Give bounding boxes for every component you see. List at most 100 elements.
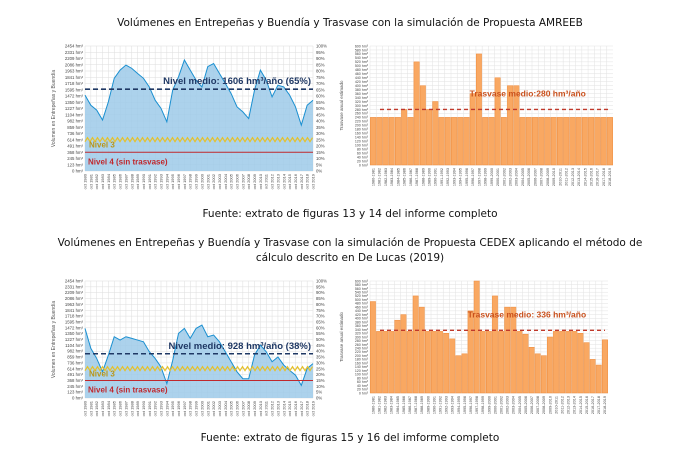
transfer-bar bbox=[419, 85, 427, 166]
x-tick-label: 1989-1990 bbox=[427, 168, 431, 186]
x-tick-label: oct 1994 bbox=[164, 173, 169, 189]
x-tick-label: oct 1981 bbox=[88, 173, 93, 189]
x-tick-label: oct 1980 bbox=[83, 173, 88, 189]
transfer-bar bbox=[482, 117, 489, 166]
y-tick-label: 368 hm³ bbox=[67, 378, 83, 383]
y-axis-title: Trasvase anual estimado bbox=[339, 80, 344, 131]
transfer-bar bbox=[547, 336, 554, 394]
y2-tick-label: 50% bbox=[316, 337, 325, 342]
x-tick-label: 2015-2016 bbox=[589, 168, 593, 186]
y2-tick-label: 60% bbox=[316, 325, 325, 330]
x-tick-label: 1986-1987 bbox=[408, 396, 412, 414]
nivel3-line bbox=[84, 136, 314, 143]
x-tick-label: 1981-1982 bbox=[378, 168, 382, 186]
transfer-bar bbox=[394, 319, 401, 394]
section2-caption: Fuente: extrato de figuras 15 y 16 del i… bbox=[200, 432, 500, 444]
mean-volume-label: Nivel medio: 1606 hm³/año (65%) bbox=[163, 76, 311, 87]
x-tick-label: 1991-1992 bbox=[440, 168, 444, 186]
transfer-bar bbox=[413, 61, 420, 166]
x-tick-label: oct 2004 bbox=[223, 400, 228, 416]
y2-tick-label: 70% bbox=[316, 81, 325, 86]
x-tick-label: 2011-2012 bbox=[565, 168, 569, 186]
transfer-bar bbox=[534, 353, 541, 394]
transfer-bar bbox=[565, 331, 572, 394]
transfer-bar bbox=[444, 117, 451, 166]
y-tick-label: 1350 hm³ bbox=[65, 331, 84, 336]
y-tick-label: 440 hm³ bbox=[355, 309, 369, 313]
x-tick-label: oct 1983 bbox=[100, 400, 105, 416]
transfer-bar bbox=[492, 295, 499, 394]
transfer-bar bbox=[600, 117, 607, 166]
y2-tick-label: 55% bbox=[316, 331, 325, 336]
x-tick-label: 1990-1991 bbox=[432, 396, 436, 414]
x-tick-label: 2008-2009 bbox=[546, 168, 550, 186]
y2-tick-label: 5% bbox=[316, 390, 322, 395]
y2-tick-label: 40% bbox=[316, 119, 325, 124]
y2-tick-label: 85% bbox=[316, 296, 325, 301]
x-tick-label: 2002-2003 bbox=[508, 168, 512, 186]
transfer-bar bbox=[589, 359, 596, 394]
transfer-bar bbox=[432, 101, 439, 166]
x-tick-label: 1988-1989 bbox=[421, 168, 425, 186]
x-tick-label: 1996-1997 bbox=[471, 168, 475, 186]
x-tick-label: oct 2015 bbox=[287, 173, 292, 189]
x-tick-label: oct 1991 bbox=[147, 173, 152, 189]
x-tick-label: 2018-2019 bbox=[603, 396, 607, 414]
y-tick-label: 400 hm³ bbox=[355, 84, 369, 88]
y2-tick-label: 15% bbox=[316, 378, 325, 383]
y-tick-label: 1104 hm³ bbox=[65, 112, 83, 117]
x-tick-label: 2004-2005 bbox=[521, 168, 525, 186]
y-tick-label: 491 hm³ bbox=[67, 144, 83, 149]
x-tick-label: 2010-2011 bbox=[558, 168, 562, 186]
x-tick-label: oct 2018 bbox=[305, 173, 310, 189]
x-tick-label: oct 2002 bbox=[211, 173, 216, 189]
x-tick-label: 2006-2007 bbox=[530, 396, 534, 414]
y2-tick-label: 95% bbox=[316, 50, 325, 55]
transfer-bar bbox=[494, 77, 501, 166]
x-tick-label: oct 2004 bbox=[223, 173, 228, 189]
y-tick-label: 60 hm³ bbox=[357, 151, 369, 155]
y-tick-label: 859 hm³ bbox=[67, 125, 83, 130]
y-tick-label: 0 hm³ bbox=[359, 391, 369, 395]
x-tick-label: 1996-1997 bbox=[469, 396, 473, 414]
y-tick-label: 1472 hm³ bbox=[65, 94, 84, 99]
y-tick-label: 560 hm³ bbox=[355, 287, 369, 291]
x-tick-label: 1986-1987 bbox=[409, 168, 413, 186]
transfer-bar bbox=[382, 117, 389, 166]
x-tick-label: 1991-1992 bbox=[438, 396, 442, 414]
y-tick-label: 480 hm³ bbox=[355, 68, 369, 72]
y2-tick-label: 20% bbox=[316, 372, 325, 377]
mean-transfer-label: Trasvase medio: 336 hm³/año bbox=[468, 309, 587, 319]
y-tick-label: 982 hm³ bbox=[67, 119, 83, 124]
x-tick-label: oct 2017 bbox=[299, 173, 304, 189]
x-tick-label: oct 1985 bbox=[112, 400, 117, 416]
y-tick-label: 80 hm³ bbox=[357, 147, 369, 151]
y-tick-label: 736 hm³ bbox=[67, 131, 83, 136]
x-tick-label: 2017-2018 bbox=[597, 396, 601, 414]
y-tick-label: 1718 hm³ bbox=[65, 314, 84, 319]
x-tick-label: oct 1985 bbox=[112, 173, 117, 189]
section2-title-line2: cálculo descrito en De Lucas (2019) bbox=[255, 252, 445, 264]
y-tick-label: 480 hm³ bbox=[355, 302, 369, 306]
y2-tick-label: 90% bbox=[316, 56, 325, 61]
y-tick-label: 140 hm³ bbox=[355, 365, 369, 369]
y-tick-label: 460 hm³ bbox=[355, 305, 369, 309]
x-tick-label: oct 2012 bbox=[270, 173, 275, 189]
y-tick-label: 20 hm³ bbox=[357, 159, 369, 163]
transfer-bar bbox=[563, 117, 570, 166]
mean-transfer-label: Trasvase medio:280 hm³/año bbox=[470, 88, 586, 98]
volume-area bbox=[85, 325, 313, 398]
y-tick-label: 1227 hm³ bbox=[65, 337, 84, 342]
x-tick-label: oct 2010 bbox=[258, 173, 263, 189]
x-tick-label: oct 1996 bbox=[176, 173, 181, 189]
transfer-bar bbox=[594, 117, 601, 166]
y-tick-label: 60 hm³ bbox=[357, 380, 369, 384]
transfer-bar bbox=[400, 314, 407, 394]
y-tick-label: 0 hm³ bbox=[72, 169, 84, 174]
transfer-bar bbox=[510, 306, 517, 394]
transfer-bar bbox=[401, 109, 408, 166]
y2-tick-label: 60% bbox=[316, 94, 325, 99]
y-tick-label: 420 hm³ bbox=[355, 80, 369, 84]
x-tick-label: 1988-1989 bbox=[420, 396, 424, 414]
transfer-bar bbox=[463, 117, 470, 166]
